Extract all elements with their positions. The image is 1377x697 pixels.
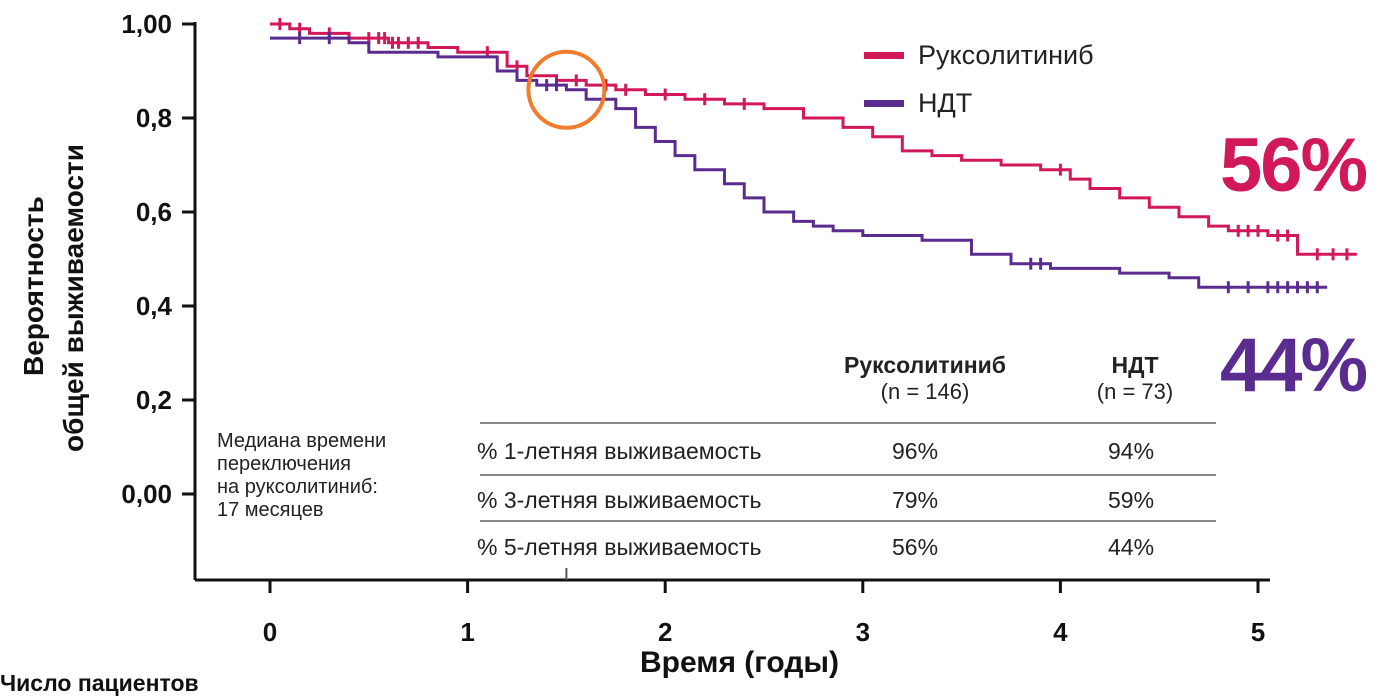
y-tick-label: 1,00 (121, 9, 172, 39)
y-tick-label: 0,8 (136, 103, 172, 133)
table-header-ruxolitinib-title: Руксолитиниб (844, 352, 1006, 378)
ruxolitinib-curve (270, 22, 1357, 256)
x-tick-label: 1 (460, 617, 474, 647)
table-divider (480, 474, 1216, 476)
median-note-line: переключения (217, 453, 351, 475)
table-row-label: % 1-летняя выживаемость (477, 438, 762, 464)
y-tick-label: 0,00 (121, 479, 172, 509)
table-row-label: % 3-летняя выживаемость (477, 487, 762, 513)
table-cell-ndt: 59% (1108, 487, 1155, 513)
y-tick-label: 0,4 (136, 291, 173, 321)
x-tick-label: 3 (856, 617, 870, 647)
legend-item-ruxolitinib: Руксолитиниб (864, 40, 1094, 71)
table-header-ndt-title: НДТ (1111, 352, 1159, 378)
x-tick-label: 2 (658, 617, 672, 647)
table-header-ndt-n: (n = 73) (1096, 379, 1174, 404)
legend-item-ndt: НДТ (864, 88, 972, 119)
legend-swatch-ndt (864, 100, 904, 107)
y-axis-title-line2: общей выживаемости (58, 144, 89, 452)
patients-at-risk-label: Число пациентов (0, 670, 199, 696)
table-cell-ndt: 94% (1108, 438, 1155, 464)
median-note-line: 17 месяцев (217, 499, 324, 521)
legend-swatch-ruxolitinib (864, 52, 904, 59)
table-cell-ruxolitinib: 96% (892, 438, 939, 464)
end-label-ndt: 44% (1220, 323, 1368, 408)
x-tick-label: 0 (263, 617, 277, 647)
legend-label-ndt: НДТ (918, 88, 973, 118)
table-cell-ndt: 44% (1108, 534, 1155, 560)
table-divider (480, 520, 1216, 522)
table-cell-ruxolitinib: 56% (892, 534, 939, 560)
y-tick-label: 0,6 (136, 197, 172, 227)
table-divider (480, 422, 1216, 424)
table-row-label: % 5-летняя выживаемость (477, 534, 762, 560)
highlight-circle (526, 49, 607, 130)
table-cell-ruxolitinib: 79% (892, 487, 939, 513)
x-tick-label: 4 (1053, 617, 1068, 647)
end-label-ruxolitinib: 56% (1220, 123, 1368, 208)
ndt-curve (270, 36, 1328, 289)
x-axis-title: Время (годы) (640, 646, 839, 679)
median-note-line: Медиана времени (217, 430, 387, 452)
table-header-ndt: НДТ (n = 73) (1070, 352, 1200, 405)
table-header-ruxolitinib-n: (n = 146) (880, 379, 970, 404)
median-note-line: на руксолитиниб: (217, 476, 378, 498)
legend-label-ruxolitinib: Руксолитиниб (918, 40, 1094, 70)
x-tick-label: 5 (1251, 617, 1265, 647)
y-tick-label: 0,2 (136, 385, 172, 415)
median-note: Медиана времени переключения на руксолит… (217, 430, 467, 522)
y-axis-title-line1: Вероятность (18, 196, 49, 376)
table-header-ruxolitinib: Руксолитиниб (n = 146) (810, 352, 1040, 405)
